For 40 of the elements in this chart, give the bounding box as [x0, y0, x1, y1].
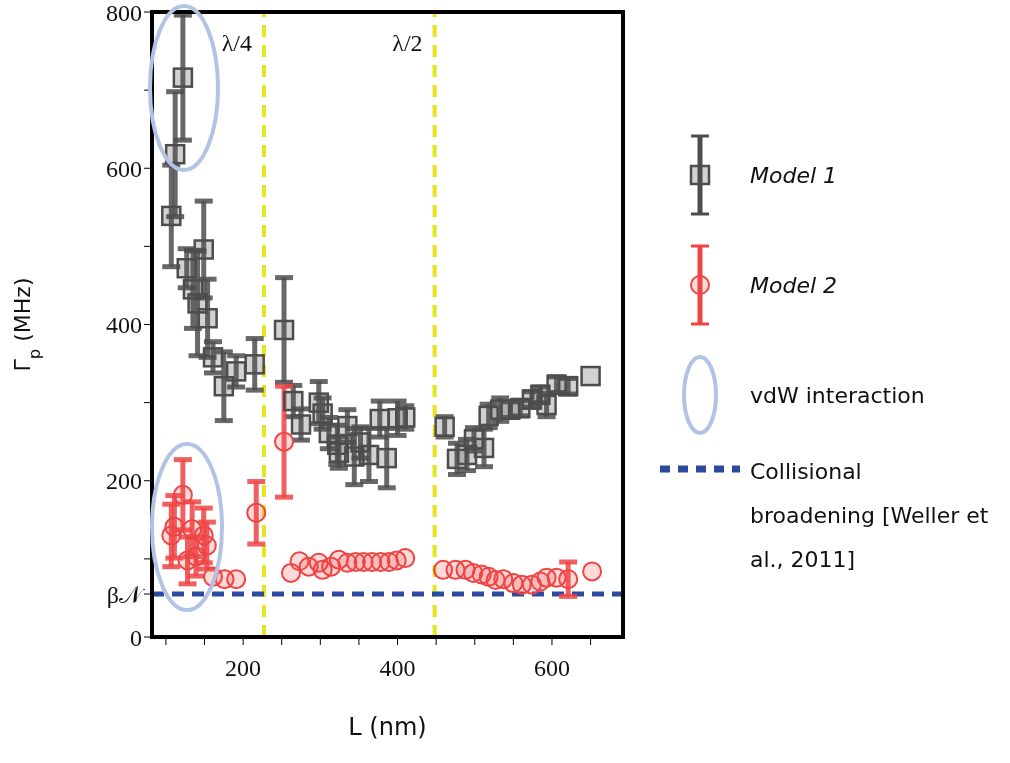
point [582, 561, 603, 582]
point [290, 414, 312, 435]
y-tick-label: β𝒩 [106, 581, 146, 608]
point [225, 361, 247, 382]
legend-label: Model 2 [750, 272, 838, 298]
point [161, 205, 182, 227]
point [197, 308, 218, 329]
point [172, 484, 193, 505]
point [473, 437, 495, 459]
ref-line-label: λ/4 [221, 30, 252, 57]
point [226, 569, 247, 590]
point [283, 390, 304, 412]
point [274, 431, 295, 452]
y-tick-label: 0 [130, 624, 142, 651]
point [244, 354, 265, 375]
point [161, 525, 182, 546]
point [558, 569, 579, 590]
point [187, 293, 208, 314]
x-axis-title: L (nm) [348, 713, 427, 741]
x-tick-label: 400 [379, 655, 416, 682]
ref-line-label: λ/2 [392, 30, 423, 57]
x-tick-label: 600 [533, 655, 570, 682]
text: vdW interaction [750, 382, 925, 408]
legend-label: Model 1 [750, 162, 838, 188]
point [172, 67, 194, 88]
point [246, 502, 267, 523]
y-tick-label: 600 [106, 155, 142, 182]
point [273, 319, 295, 341]
point [176, 258, 197, 279]
y-tick-label: 400 [106, 312, 142, 339]
point [193, 239, 214, 260]
point [337, 415, 358, 437]
legend-label: Collisional broadening [Weller et al., 2011] [750, 458, 990, 574]
point [376, 447, 397, 469]
y-tick-label: 200 [106, 468, 142, 495]
x-tick-label: 200 [225, 655, 262, 682]
y-tick-label: 800 [106, 0, 142, 26]
point [580, 365, 601, 387]
point [202, 347, 224, 368]
point [395, 548, 416, 569]
